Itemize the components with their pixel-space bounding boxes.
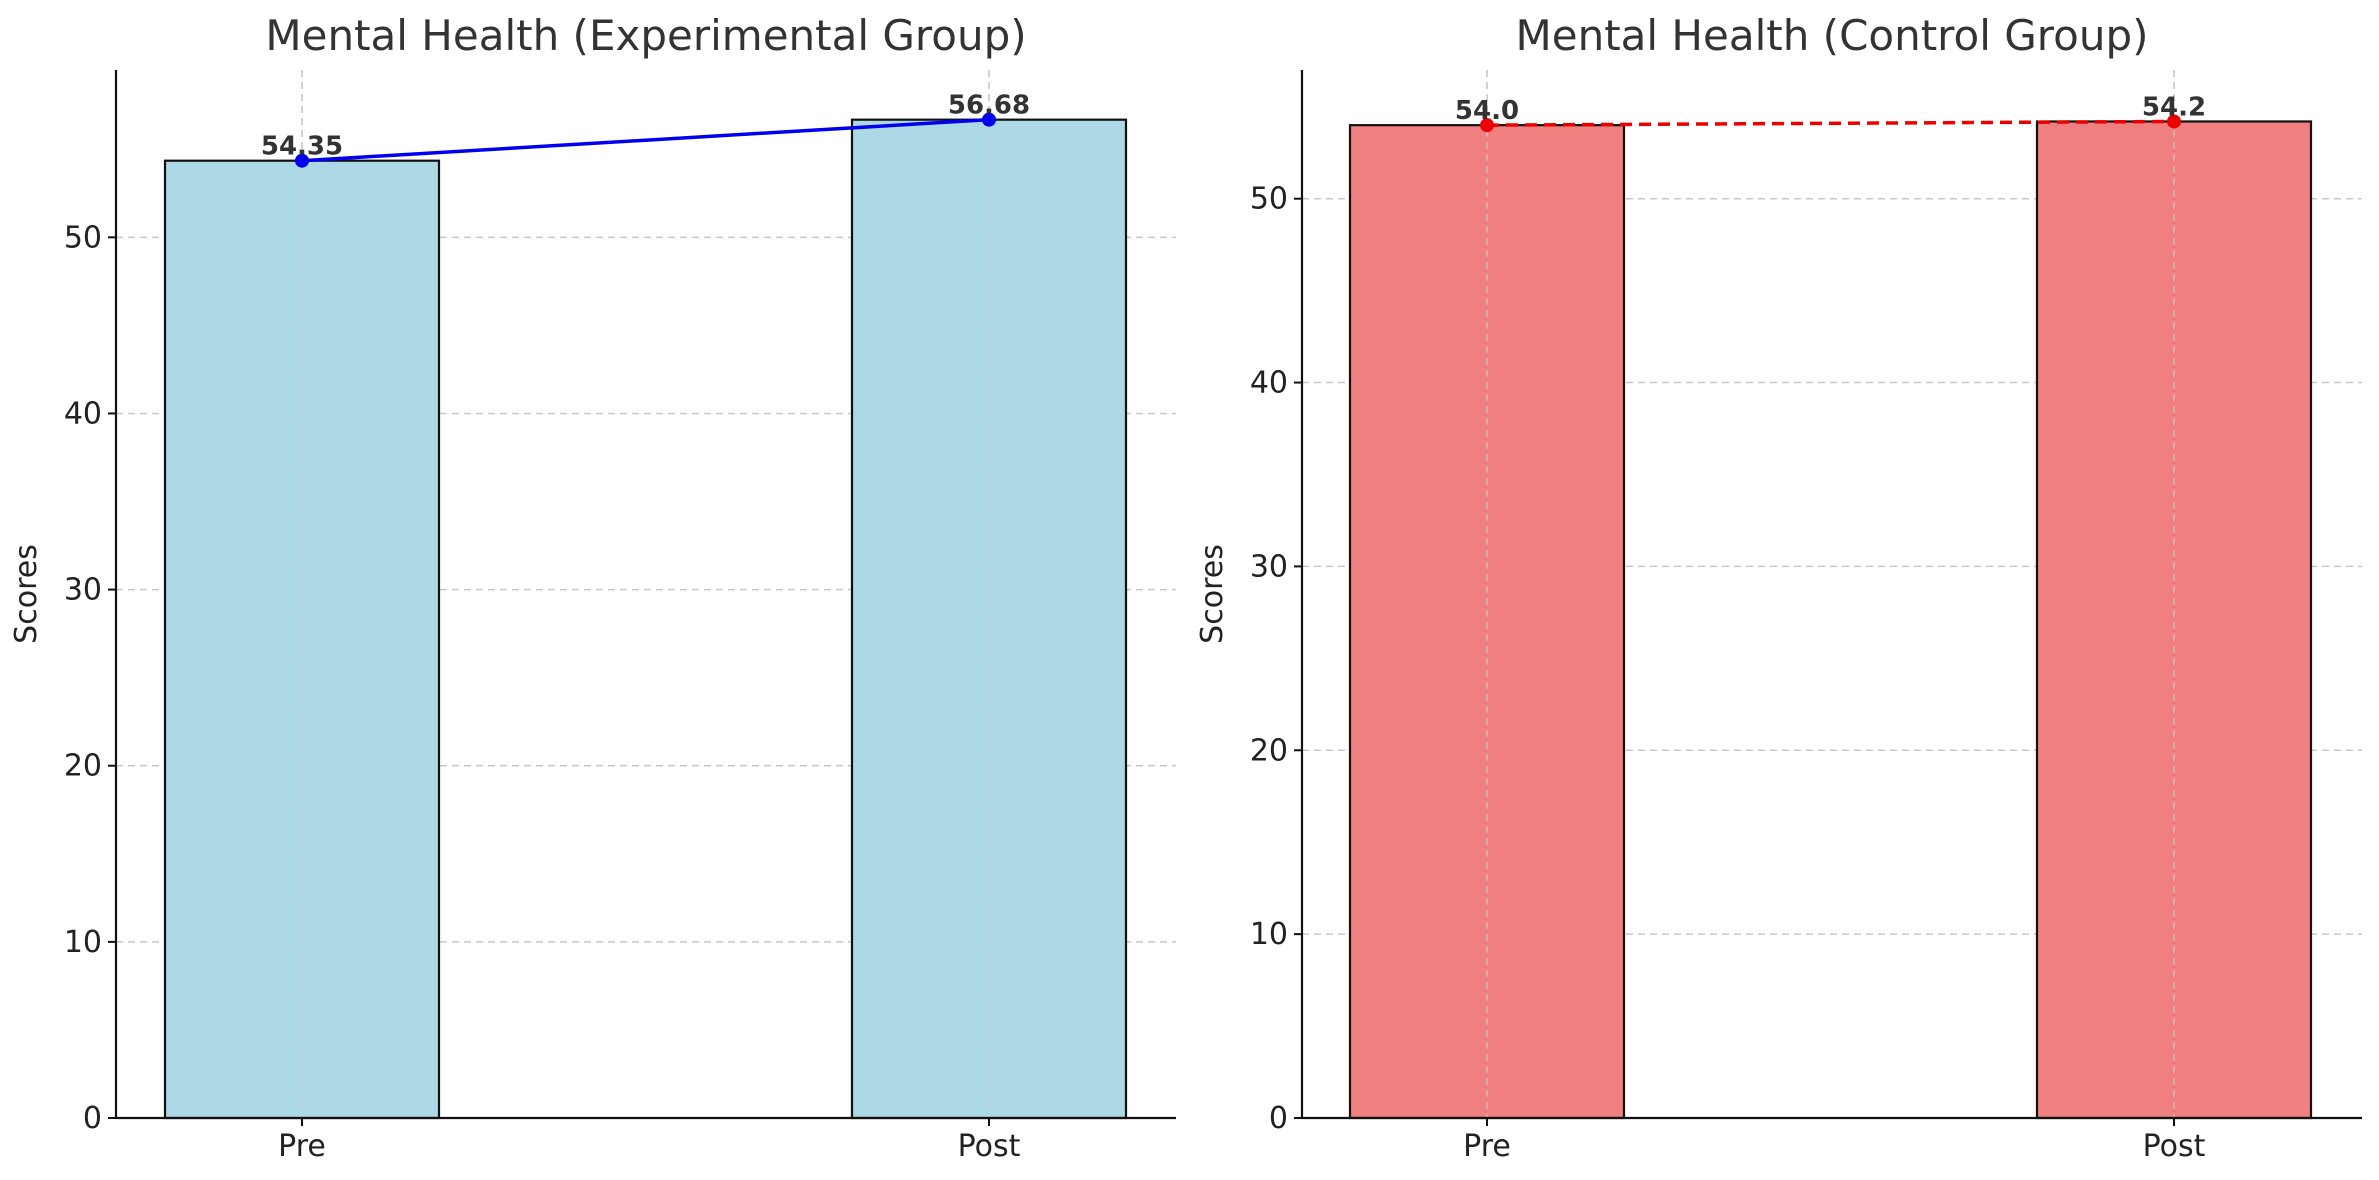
y-tick-label: 30 bbox=[1250, 549, 1288, 584]
experimental-group-chart: Mental Health (Experimental Group) 54.35 5… bbox=[9, 11, 1176, 1164]
y-tick-label: 40 bbox=[1250, 366, 1288, 401]
trend-line bbox=[301, 117, 990, 163]
data-label: 54.2 bbox=[2142, 92, 2206, 122]
data-point-pre bbox=[1480, 118, 1494, 133]
y-tick-label: 30 bbox=[64, 573, 102, 608]
y-tick-label: 20 bbox=[64, 749, 102, 784]
data-label: 54.0 bbox=[1455, 96, 1519, 126]
bar-post bbox=[850, 118, 1128, 1120]
x-tick-label: Post bbox=[2143, 1129, 2206, 1164]
data-point-pre bbox=[295, 153, 309, 168]
data-point-post bbox=[982, 112, 996, 127]
y-tick-label: 50 bbox=[1250, 182, 1288, 217]
x-tick-label: Post bbox=[958, 1129, 1021, 1164]
y-tick-label: 50 bbox=[64, 220, 102, 255]
y-tick-label: 0 bbox=[83, 1101, 102, 1136]
x-tick-label: Pre bbox=[1463, 1129, 1511, 1164]
chart-title: Mental Health (Experimental Group) bbox=[265, 11, 1026, 60]
y-axis-label: Scores bbox=[9, 544, 44, 644]
y-tick-label: 40 bbox=[64, 396, 102, 431]
data-label: 54.35 bbox=[261, 132, 343, 162]
data-label: 56.68 bbox=[948, 91, 1030, 121]
trend-line bbox=[1486, 119, 2175, 127]
data-point-post bbox=[2167, 114, 2181, 129]
y-axis-label: Scores bbox=[1195, 544, 1230, 644]
x-tick-label: Pre bbox=[278, 1129, 326, 1164]
y-tick-label: 10 bbox=[64, 925, 102, 960]
y-tick-label: 20 bbox=[1250, 733, 1288, 768]
chart-title: Mental Health (Control Group) bbox=[1516, 11, 2149, 60]
y-tick-label: 0 bbox=[1269, 1101, 1288, 1136]
y-tick-label: 10 bbox=[1250, 917, 1288, 952]
control-group-chart: Mental Health (Control Group) 54.0 54.2 0 10… bbox=[1195, 11, 2362, 1164]
bar-post bbox=[2035, 120, 2313, 1120]
